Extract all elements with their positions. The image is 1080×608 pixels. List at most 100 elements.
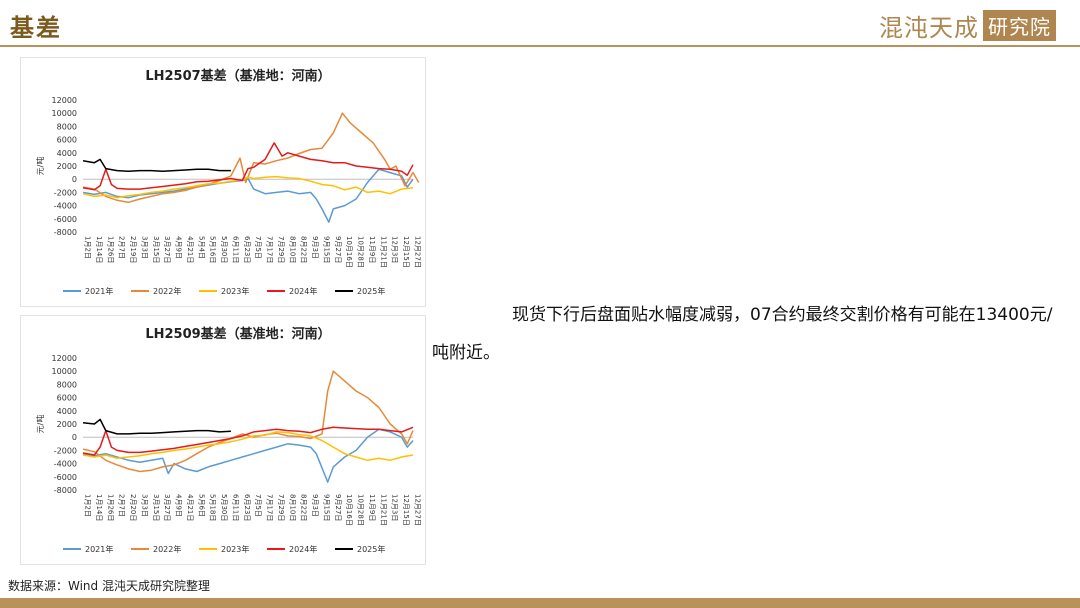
chart-title: LH2507基差（基准地：河南） [145,68,330,84]
chart-panel-lh2509: LH2509基差（基准地：河南） 元/吨 -8000 -6000 -4000 -2000 0… [20,315,426,565]
x-tick-label: 4月21日 [186,494,194,521]
x-tick-label: 12月27日 [414,236,422,268]
y-tick-label: -2000 [54,188,77,197]
chart-title: LH2509基差（基准地：河南） [145,326,330,342]
series-line-2024 [82,426,414,456]
legend-label: 2023年 [221,544,249,554]
legend-label: 2022年 [153,286,181,296]
y-tick-label: 4000 [57,407,77,416]
x-tick-label: 8月22日 [300,236,308,263]
x-tick-label: 5月30日 [220,236,228,263]
logo-text: 混沌天成 [879,13,979,42]
y-tick-label: 0 [72,433,77,442]
y-tick-label: 8000 [57,122,77,131]
y-tick-label: 12000 [52,96,77,105]
series-line-2021 [82,428,414,483]
legend-label: 2025年 [357,544,385,554]
x-tick-label: 6月23日 [243,236,251,263]
y-axis-label: 元/吨 [35,157,45,176]
y-tick-label: -6000 [54,473,77,482]
x-tick-label: 11月9日 [368,236,376,263]
x-tick-label: 1月2日 [84,236,92,259]
x-tick-label: 7月29日 [277,494,285,521]
x-tick-label: 4月21日 [186,236,194,263]
x-tick-label: 10月16日 [345,494,353,526]
y-tick-label: 6000 [57,394,77,403]
x-tick-label: 3月27日 [163,494,171,521]
x-tick-label: 9月15日 [322,494,330,521]
x-tick-label: 10月28日 [357,494,365,526]
legend-label: 2023年 [221,286,249,296]
x-tick-label: 6月23日 [243,494,251,521]
x-tick-label: 3月3日 [140,236,148,259]
x-tick-label: 6月11日 [231,236,239,263]
x-tick-label: 3月15日 [152,236,160,263]
x-tick-label: 4月9日 [175,494,183,517]
y-tick-label: -8000 [54,228,77,237]
x-tick-label: 5月6日 [197,494,205,517]
series-line-2023 [82,431,414,462]
y-tick-label: 6000 [57,136,77,145]
x-tick-label: 4月9日 [175,236,183,259]
series-line-2021 [82,168,414,223]
x-tick-label: 1月26日 [106,494,114,521]
x-tick-label: 12月3日 [391,494,399,521]
brand-logo: 混沌天成 研究院 [879,9,1056,42]
y-tick-label: -4000 [54,460,77,469]
legend-label: 2021年 [85,286,113,296]
page-title: 基差 [10,13,62,42]
x-tick-label: 3月27日 [163,236,171,263]
y-tick-label: 8000 [57,380,77,389]
x-tick-label: 3月3日 [140,494,148,517]
legend-label: 2021年 [85,544,113,554]
x-tick-label: 1月2日 [84,494,92,517]
commentary-text: 现货下行后盘面贴水幅度减弱，07合约最终交割价格有可能在13400元/吨附近。 [432,305,1053,363]
chart-panel-lh2507: LH2507基差（基准地：河南） 元/吨 -8000 -6000 -4000 -2000 0… [20,57,426,307]
y-tick-label: 10000 [52,367,77,376]
legend-label: 2024年 [289,544,317,554]
x-tick-label: 1月14日 [95,236,103,263]
x-tick-label: 7月5日 [254,494,262,517]
logo-box: 研究院 [983,9,1056,41]
x-tick-label: 2月7日 [118,236,126,259]
legend-label: 2025年 [357,286,385,296]
y-tick-label: 4000 [57,149,77,158]
x-tick-label: 7月5日 [254,236,262,259]
x-tick-label: 7月17日 [266,494,274,521]
y-tick-label: 10000 [52,109,77,118]
x-tick-label: 12月15日 [402,236,410,268]
x-tick-label: 1月26日 [106,236,114,263]
y-tick-label: 12000 [52,354,77,363]
x-tick-label: 5月16日 [209,236,217,263]
header-rule [0,45,1080,47]
x-tick-label: 9月27日 [334,236,342,263]
x-tick-label: 2月20日 [129,494,137,521]
series-line-2023 [82,175,414,199]
legend-label: 2024年 [289,286,317,296]
series-line-2025 [82,158,231,173]
x-tick-label: 7月17日 [266,236,274,263]
y-tick-label: -2000 [54,446,77,455]
x-tick-label: 11月21日 [379,494,387,526]
x-tick-label: 9月15日 [322,236,330,263]
x-tick-label: 1月14日 [95,494,103,521]
x-tick-label: 11月21日 [379,236,387,268]
x-tick-label: 5月4日 [197,236,205,259]
y-tick-label: 2000 [57,420,77,429]
y-tick-label: -8000 [54,486,77,495]
x-tick-label: 8月22日 [300,494,308,521]
x-tick-label: 8月10日 [288,494,296,521]
x-tick-label: 2月19日 [129,236,137,263]
y-tick-label: -4000 [54,202,77,211]
x-tick-label: 7月29日 [277,236,285,263]
footer-bar [0,598,1080,608]
x-tick-label: 10月28日 [357,236,365,268]
basis-chart-lh2507: LH2507基差（基准地：河南） 元/吨 -8000 -6000 -4000 -2000 0… [35,68,422,296]
y-tick-label: 0 [72,175,77,184]
basis-chart-lh2509: LH2509基差（基准地：河南） 元/吨 -8000 -6000 -4000 -2000 0… [35,326,422,554]
x-tick-label: 10月16日 [345,236,353,268]
source-note: 数据来源：Wind 混沌天成研究院整理 [8,579,210,593]
x-tick-label: 8月10日 [288,236,296,263]
x-tick-label: 9月27日 [334,494,342,521]
x-tick-label: 2月7日 [118,494,126,517]
